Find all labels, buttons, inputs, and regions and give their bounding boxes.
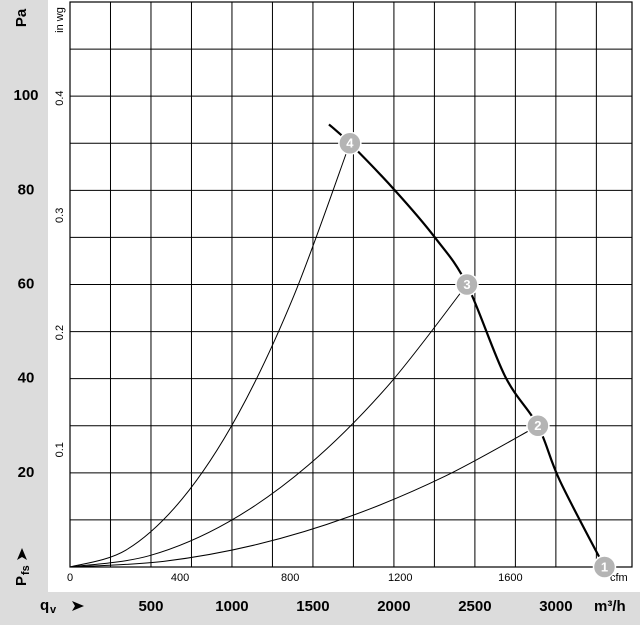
- x2-tick-label: 800: [281, 572, 299, 584]
- y-tick-label: 100: [13, 87, 38, 104]
- x-tick-label: 1000: [215, 598, 248, 615]
- y-tick-label: 20: [18, 464, 35, 481]
- operating-point-label: 2: [534, 418, 541, 433]
- x-tick-label: 2000: [377, 598, 410, 615]
- y2-tick-label: 0.2: [54, 325, 66, 340]
- x-symbol-main: q: [40, 597, 49, 614]
- x-tick-label: 1500: [296, 598, 329, 615]
- y2-tick-label: 0.1: [54, 442, 66, 457]
- x-tick-label: 3000: [539, 598, 572, 615]
- y-label: Pa: [13, 8, 30, 27]
- x2-tick-label: 0: [67, 572, 73, 584]
- operating-point: [338, 131, 362, 155]
- y-tick-label: 80: [18, 181, 35, 198]
- x-tick-label: 2500: [458, 598, 491, 615]
- y-tick-label: 60: [18, 275, 35, 292]
- x2-tick-label: 400: [171, 572, 189, 584]
- x2-label: cfm: [610, 572, 628, 584]
- bottom-band: [0, 592, 640, 625]
- x2-tick-label: 1600: [498, 572, 522, 584]
- y2-tick-label: 0.4: [54, 90, 66, 105]
- y-symbol: P fs: [13, 548, 32, 586]
- left-band: [0, 0, 48, 592]
- x-label: m³/h: [594, 598, 626, 615]
- operating-point: [592, 555, 617, 579]
- y2-tick-label: 0.3: [54, 208, 66, 223]
- x-symbol-sub: v: [50, 604, 57, 616]
- operating-point: [455, 272, 479, 297]
- y-tick-label: 40: [18, 370, 35, 387]
- operating-point-label: 4: [346, 136, 354, 151]
- arrow: [72, 601, 84, 611]
- x-tick-label: 500: [138, 598, 163, 615]
- curve: [69, 143, 351, 568]
- curve: [69, 425, 539, 568]
- operating-point-label: 3: [463, 277, 470, 292]
- y-symbol-sub: fs: [20, 565, 32, 575]
- y-symbol-main: P: [13, 576, 30, 586]
- plot-frame: [69, 1, 633, 568]
- operating-point-label: 1: [601, 559, 608, 574]
- x-symbol: q v: [40, 597, 84, 616]
- operating-point: [526, 414, 550, 438]
- curve: [69, 284, 468, 568]
- x2-tick-label: 1200: [388, 572, 412, 584]
- arrow: [17, 548, 27, 560]
- y2-label: in wg: [54, 7, 66, 33]
